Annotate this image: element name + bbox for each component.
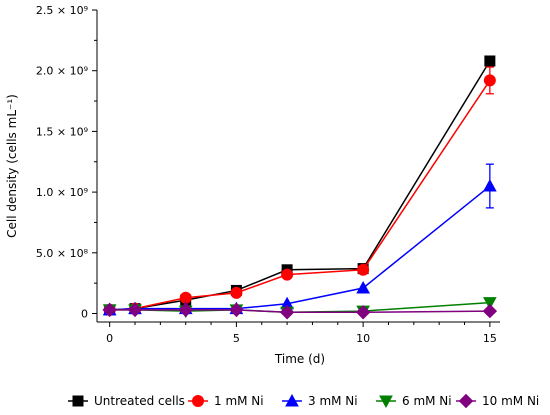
- circle-marker: [179, 291, 192, 304]
- x-tick-label: 10: [356, 332, 370, 345]
- triangle-down-marker: [483, 297, 497, 310]
- diamond-marker: [102, 302, 117, 318]
- series: [102, 302, 498, 320]
- legend-label: 1 mM Ni: [214, 394, 264, 408]
- legend-label: Untreated cells: [94, 394, 185, 408]
- series: [102, 163, 497, 316]
- legend-label: 10 mM Ni: [482, 394, 539, 408]
- legend: Untreated cells 1 mM Ni 3 mM Ni 6 mM Ni 10 m…: [68, 393, 539, 409]
- y-tick-label: 0: [81, 308, 88, 321]
- legend-item: 3 mM Ni: [282, 393, 358, 408]
- series-line: [109, 79, 491, 311]
- triangle-up-marker: [483, 178, 497, 192]
- circle-marker: [281, 268, 294, 281]
- triangle-up-marker: [356, 280, 370, 294]
- diamond-marker: [178, 302, 193, 318]
- series-line: [109, 185, 491, 311]
- legend-label: 6 mM Ni: [402, 394, 452, 408]
- legend-item: 1 mM Ni: [188, 394, 264, 408]
- diamond-marker: [482, 303, 498, 319]
- diamond-marker: [458, 393, 474, 409]
- y-axis-label: Cell density (cells mL⁻¹): [5, 94, 19, 238]
- y-tick-label: 2.5 × 10⁹: [36, 4, 88, 17]
- diamond-marker: [279, 305, 295, 320]
- circle-marker: [192, 395, 204, 407]
- square-marker: [484, 55, 496, 67]
- y-tick-label: 5.0 × 10⁸: [36, 247, 89, 260]
- x-tick-label: 15: [483, 332, 497, 345]
- circle-marker: [357, 263, 370, 276]
- y-tick-label: 2.0 × 10⁹: [36, 65, 88, 78]
- series-line: [109, 60, 491, 311]
- series: [103, 66, 496, 316]
- legend-item: Untreated cells: [68, 394, 185, 408]
- series-group: [102, 55, 498, 320]
- y-tick-label: 1.5 × 10⁹: [36, 125, 88, 138]
- x-axis-label: Time (d): [274, 352, 325, 366]
- series: [104, 55, 496, 316]
- plot-area: 0 5.0 × 10⁸ 1.0 × 10⁹ 1.5 × 10⁹ 2.0 × 10⁹ 2.5…: [36, 4, 500, 345]
- legend-label: 3 mM Ni: [308, 394, 358, 408]
- diamond-marker: [229, 302, 244, 318]
- square-marker: [72, 395, 84, 407]
- circle-marker: [483, 74, 496, 87]
- diamond-marker: [127, 302, 143, 318]
- y-axis-ticks: 0 5.0 × 10⁸ 1.0 × 10⁹ 1.5 × 10⁹ 2.0 × 10⁹ 2.5…: [36, 4, 97, 321]
- legend-item: 10 mM Ni: [456, 393, 539, 409]
- triangle-down-marker: [379, 395, 393, 409]
- x-axis-ticks: 0 5 10 15: [106, 322, 497, 345]
- x-tick-label: 5: [233, 332, 240, 345]
- diamond-marker: [355, 305, 371, 320]
- x-tick-label: 0: [106, 332, 113, 345]
- triangle-up-marker: [285, 393, 299, 407]
- legend-item: 6 mM Ni: [376, 394, 452, 409]
- circle-marker: [230, 286, 243, 299]
- y-tick-label: 1.0 × 10⁹: [36, 186, 88, 199]
